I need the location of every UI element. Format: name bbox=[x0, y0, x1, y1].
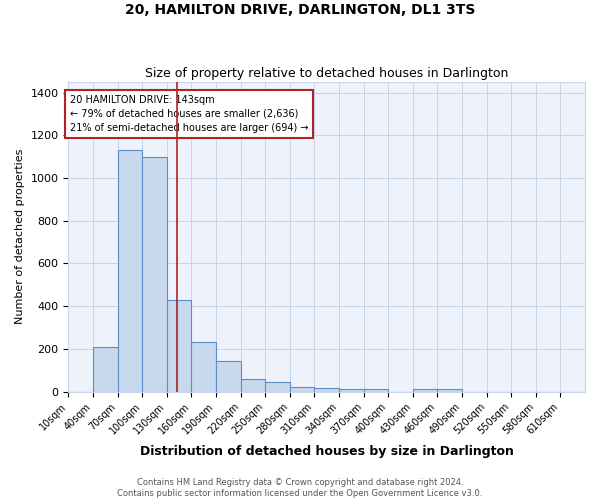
Bar bbox=[241, 379, 265, 392]
Bar bbox=[265, 382, 290, 392]
Text: 20, HAMILTON DRIVE, DARLINGTON, DL1 3TS: 20, HAMILTON DRIVE, DARLINGTON, DL1 3TS bbox=[125, 2, 475, 16]
Bar bbox=[364, 390, 388, 392]
Bar bbox=[167, 300, 191, 392]
Bar bbox=[339, 389, 364, 392]
Bar bbox=[118, 150, 142, 392]
Bar bbox=[93, 348, 118, 392]
Text: Contains HM Land Registry data © Crown copyright and database right 2024.
Contai: Contains HM Land Registry data © Crown c… bbox=[118, 478, 482, 498]
Bar bbox=[216, 360, 241, 392]
Bar bbox=[437, 390, 462, 392]
Y-axis label: Number of detached properties: Number of detached properties bbox=[15, 149, 25, 324]
Bar bbox=[290, 387, 314, 392]
Bar bbox=[314, 388, 339, 392]
Bar bbox=[413, 389, 437, 392]
Bar bbox=[191, 342, 216, 392]
Text: 20 HAMILTON DRIVE: 143sqm
← 79% of detached houses are smaller (2,636)
21% of se: 20 HAMILTON DRIVE: 143sqm ← 79% of detac… bbox=[70, 95, 308, 133]
Bar bbox=[142, 157, 167, 392]
X-axis label: Distribution of detached houses by size in Darlington: Distribution of detached houses by size … bbox=[140, 444, 514, 458]
Title: Size of property relative to detached houses in Darlington: Size of property relative to detached ho… bbox=[145, 66, 508, 80]
